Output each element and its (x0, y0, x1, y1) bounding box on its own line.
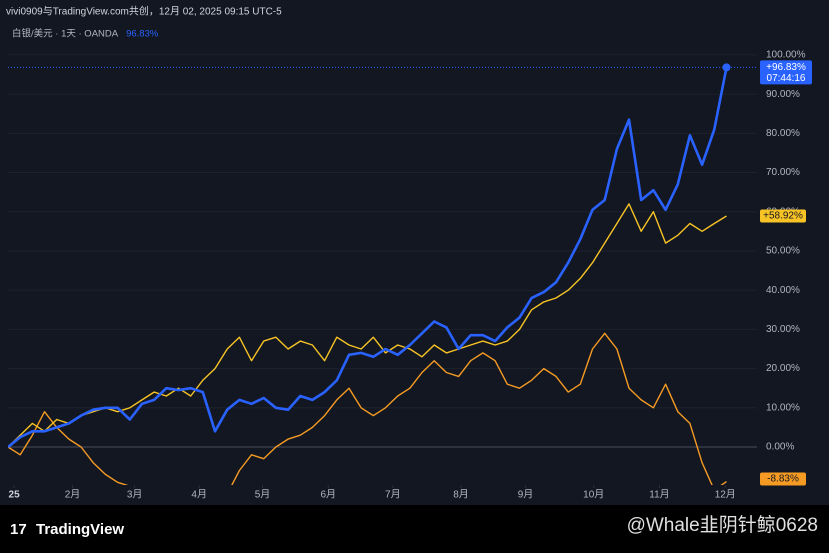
footer-logo-mark: 17 (10, 521, 27, 538)
x-tick-label: 3月 (127, 489, 143, 501)
series-line (8, 203, 727, 448)
plot (8, 54, 757, 485)
footer-logo: TradingView (36, 521, 124, 538)
y-tick-label: 30.00% (766, 324, 800, 335)
price-label-box (760, 472, 806, 486)
y-tick-label: 20.00% (766, 363, 800, 374)
watermark: @Whale韭阴针鲸0628 (627, 514, 818, 536)
legend-value: 96.83% (126, 29, 159, 40)
y-tick-label: 90.00% (766, 89, 800, 100)
price-label-box (760, 209, 806, 223)
y-tick-label: 80.00% (766, 128, 800, 139)
chart-background (0, 0, 829, 505)
price-label-box (760, 60, 812, 85)
x-tick-label: 2月 (65, 489, 81, 501)
price-label: +96.83% (766, 62, 806, 73)
x-tick-label: 5月 (255, 489, 271, 501)
x-tick-label: 12月 (715, 489, 736, 501)
header-title: vivi0909与TradingView.com共创，12月 02, 2025 … (6, 5, 282, 18)
footer (0, 505, 829, 553)
x-tick-label: 9月 (518, 489, 534, 501)
x-tick-label: 7月 (385, 489, 401, 501)
price-label: -8.83% (767, 474, 799, 485)
x-tick-label: 10月 (583, 489, 604, 501)
x-tick-label: 11月 (649, 489, 669, 501)
y-tick-label: 40.00% (766, 285, 800, 296)
y-tick-label: 50.00% (766, 246, 800, 257)
series-line (8, 332, 727, 485)
x-tick-label: 6月 (320, 489, 336, 501)
x-tick-label: 8月 (453, 489, 469, 501)
x-tick-label: 4月 (191, 489, 207, 501)
legend-name: 白银/美元 · 1天 · OANDA (12, 28, 119, 40)
y-tick-label: 100.00% (766, 50, 806, 61)
last-point (722, 63, 731, 72)
price-label: +58.92% (763, 211, 803, 222)
countdown-label: 07:44:16 (767, 73, 806, 84)
series-line (8, 67, 728, 449)
x-tick-label: 25 (9, 490, 21, 501)
y-tick-label: 70.00% (766, 167, 800, 178)
y-tick-label: 10.00% (766, 402, 800, 413)
y-tick-label: 0.00% (766, 442, 794, 453)
